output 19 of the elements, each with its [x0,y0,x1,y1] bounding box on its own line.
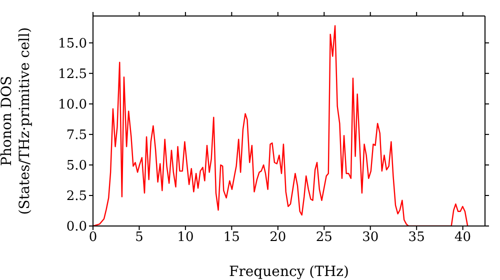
x-tick-label: 30 [362,230,379,246]
y-tick-label: 0.0 [66,220,87,235]
x-tick-label: 20 [270,230,286,246]
x-tick-label: 35 [408,230,425,246]
y-axis-title: Phonon DOS (States/THz·primitive cell) [0,27,33,215]
y-tick-label: 5.0 [66,158,87,174]
x-tick-label: 5 [135,230,144,246]
x-tick-label: 10 [177,230,194,246]
x-axis-title: Frequency (THz) [228,264,350,280]
x-tick-label: 25 [316,230,332,246]
y-tick-label: 10.0 [58,98,87,113]
y-tick-label: 15.0 [58,36,87,52]
x-tick-label: 15 [223,230,240,246]
line-series [93,25,468,226]
y-tick-label: 2.5 [66,189,87,204]
x-tick-label: 0 [88,230,98,246]
y-tick-label: 12.5 [58,67,87,82]
x-tick-label: 40 [454,230,472,246]
y-tick-label: 7.5 [66,128,87,144]
